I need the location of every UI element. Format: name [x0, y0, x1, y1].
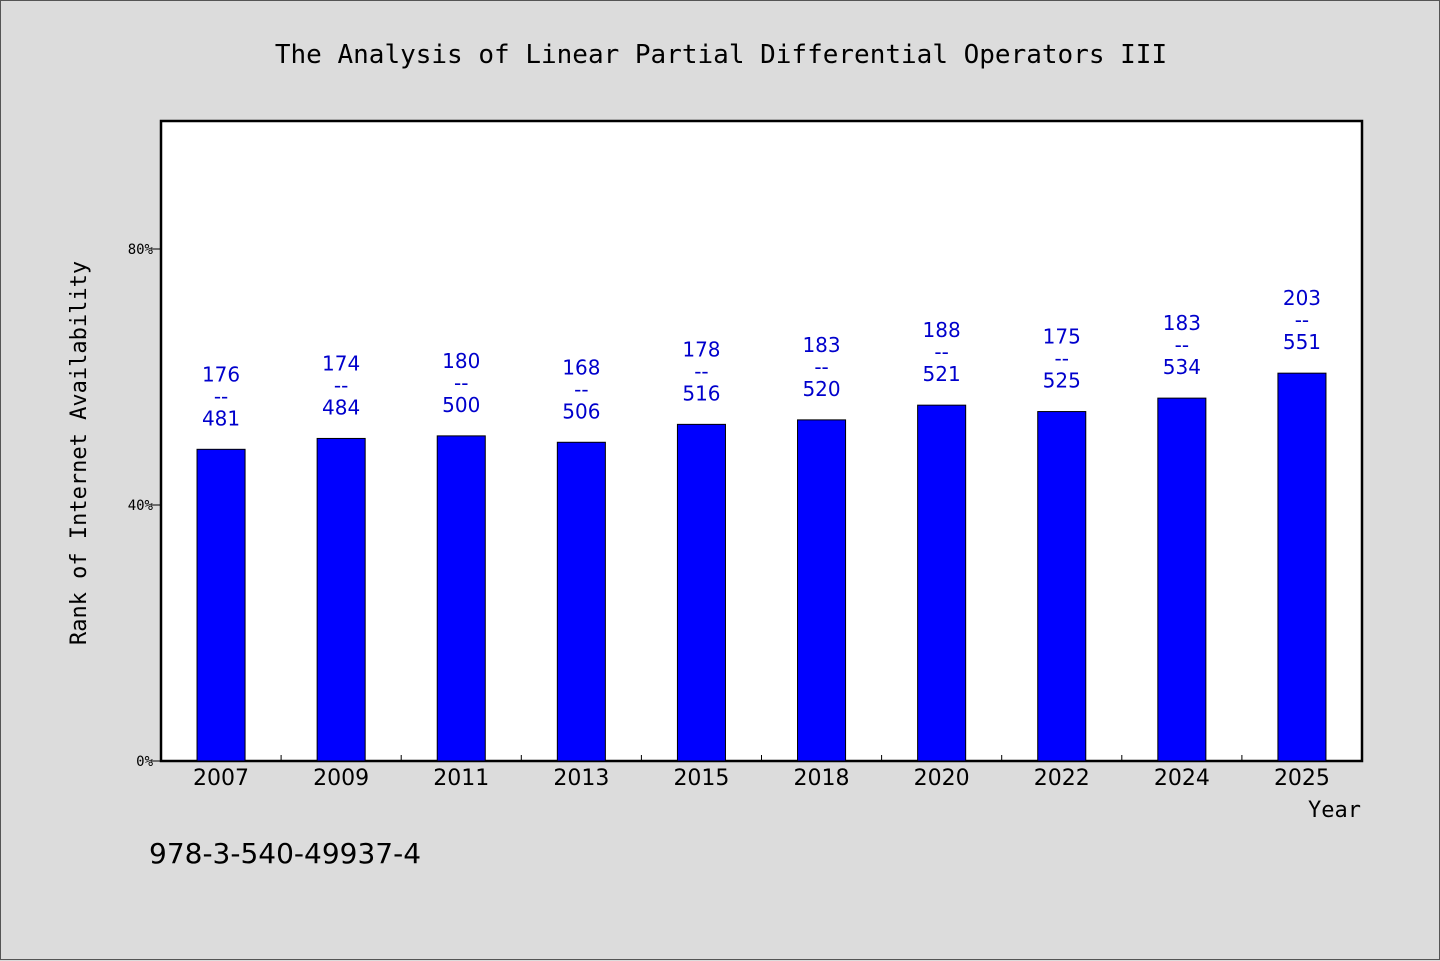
data-label: 484 — [322, 395, 360, 419]
data-labels: 176--481174--484180--500168--506178--516… — [202, 286, 1321, 430]
x-tick-label: 2025 — [1274, 766, 1330, 791]
data-label: 481 — [202, 406, 240, 430]
bar — [196, 448, 246, 762]
x-tick-label: 2009 — [313, 766, 369, 791]
data-label: -- — [454, 371, 468, 395]
y-tick-label: 0% — [136, 754, 153, 770]
data-label: 174 — [322, 351, 360, 375]
data-label: 183 — [802, 333, 840, 357]
x-tick-label: 2024 — [1154, 766, 1210, 791]
data-label: 180 — [442, 349, 480, 373]
data-label: 525 — [1043, 369, 1081, 393]
bar — [1037, 411, 1087, 762]
x-tick-label: 2020 — [914, 766, 970, 791]
data-label: -- — [934, 340, 948, 364]
data-label: -- — [1295, 308, 1309, 332]
bar — [917, 404, 967, 762]
bar — [436, 435, 486, 762]
data-label: 520 — [802, 377, 840, 401]
data-label: 516 — [682, 381, 720, 405]
y-tick-label: 80% — [128, 242, 154, 258]
data-label: 183 — [1163, 311, 1201, 335]
data-label: -- — [1055, 347, 1069, 371]
data-label: 500 — [442, 393, 480, 417]
data-label: 188 — [923, 318, 961, 342]
x-axis-ticks: 2007 2009 2011 2013 2015 2018 2020 2022 2024 2025 — [193, 755, 1330, 791]
chart-title: The Analysis of Linear Partial Different… — [275, 40, 1167, 70]
bar — [1277, 372, 1327, 762]
data-label: 175 — [1043, 325, 1081, 349]
data-label: 521 — [923, 362, 961, 386]
data-label: 178 — [682, 337, 720, 361]
x-axis-label: Year — [1308, 798, 1361, 823]
data-label: -- — [814, 355, 828, 379]
x-tick-label: 2022 — [1034, 766, 1090, 791]
data-label: 506 — [562, 399, 600, 423]
y-axis-ticks: 0% 40% 80% — [128, 242, 161, 770]
data-label: -- — [694, 359, 708, 383]
data-label: 168 — [562, 355, 600, 379]
y-tick-label: 40% — [128, 498, 154, 514]
bar — [316, 437, 366, 762]
x-tick-label: 2007 — [193, 766, 249, 791]
data-label: -- — [334, 373, 348, 397]
bar — [556, 441, 606, 762]
x-tick-label: 2018 — [794, 766, 850, 791]
bar — [1157, 397, 1207, 762]
y-axis-label: Rank of Internet Availability — [67, 261, 92, 645]
data-label: 534 — [1163, 355, 1201, 379]
data-label: -- — [574, 377, 588, 401]
bar — [797, 419, 847, 762]
data-label: 551 — [1283, 330, 1321, 354]
isbn-text: 978-3-540-49937-4 — [149, 837, 421, 870]
x-tick-label: 2013 — [553, 766, 609, 791]
data-label: -- — [1175, 333, 1189, 357]
bar — [676, 423, 726, 762]
x-tick-label: 2015 — [673, 766, 729, 791]
bars — [196, 372, 1327, 762]
x-tick-label: 2011 — [433, 766, 489, 791]
data-label: 203 — [1283, 286, 1321, 310]
data-label: 176 — [202, 362, 240, 386]
data-label: -- — [214, 384, 228, 408]
